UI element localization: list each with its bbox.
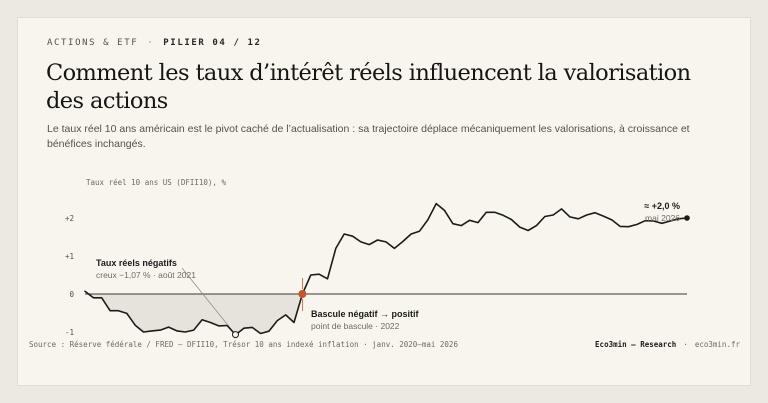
pivot-annotation-detail: point de bascule · 2022 — [311, 321, 400, 331]
footer-credits: Eco3min — Research · eco3min.fr — [595, 340, 740, 349]
trough-annotation-title: Taux réels négatifs — [96, 258, 177, 268]
trough-point — [232, 331, 239, 339]
y-tick-label-3: -1 — [65, 328, 74, 337]
pivot-point — [298, 290, 307, 298]
kicker: ACTIONS & ETF · PILIER 04 / 12 — [47, 38, 262, 48]
kicker-separator: · — [147, 38, 155, 48]
site-link[interactable]: eco3min.fr — [694, 340, 740, 349]
pillar-label: PILIER 04 / 12 — [163, 38, 262, 48]
trough-annotation-detail: creux −1,07 % · août 2021 — [96, 270, 196, 280]
y-axis-label: Taux réel 10 ans US (DFII10), % — [86, 178, 226, 187]
y-tick-label-1: +1 — [65, 252, 74, 261]
y-axis-ticks: +2 +1 0 -1 — [65, 214, 75, 337]
latest-point — [684, 215, 690, 221]
page-subtitle: Le taux réel 10 ans américain est le piv… — [47, 123, 690, 150]
y-tick-label-2: 0 — [69, 290, 74, 299]
series-line-real-rate — [84, 202, 688, 336]
source-note: Source : Réserve fédérale / FRED — DFII1… — [29, 340, 458, 349]
latest-annotation-title: ≈ +2,0 % — [644, 201, 680, 211]
category-label: ACTIONS & ETF — [47, 38, 139, 48]
latest-annotation-detail: mai 2026 — [645, 213, 680, 223]
trough-leader-line — [181, 267, 236, 335]
page-title: Comment les taux d’intérêt réels influen… — [46, 60, 691, 114]
y-tick-label-0: +2 — [65, 214, 74, 223]
negative-rate-area — [85, 294, 303, 335]
footer-separator: · — [683, 340, 688, 349]
pivot-annotation-title: Bascule négatif → positif — [311, 309, 420, 319]
brand-name: Eco3min — Research — [595, 340, 677, 349]
